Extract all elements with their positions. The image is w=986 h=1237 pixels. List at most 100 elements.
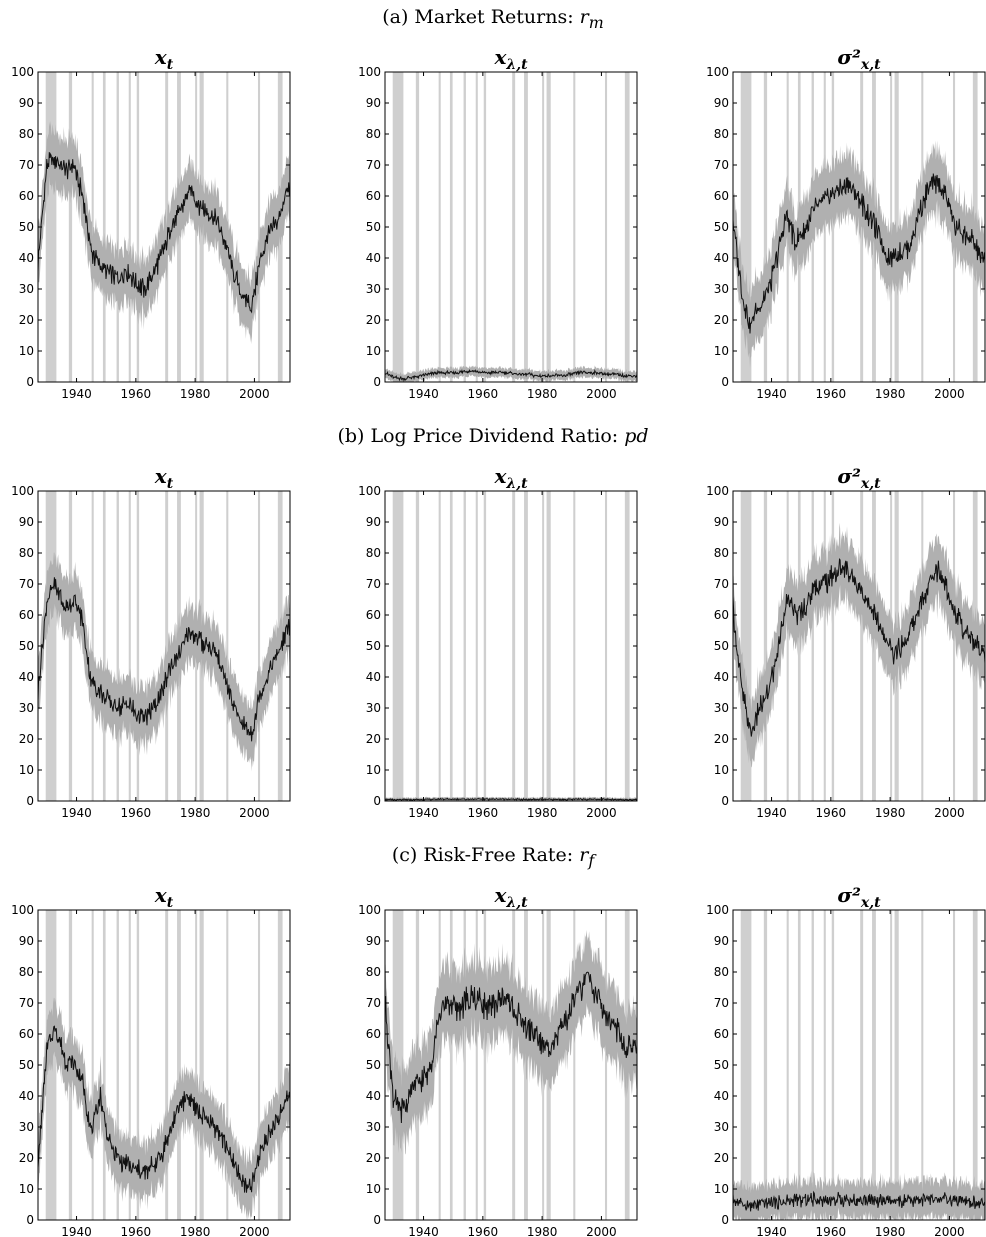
recession-bar bbox=[102, 491, 106, 801]
y-tick-label: 20 bbox=[366, 1151, 381, 1165]
y-tick-label: 0 bbox=[721, 375, 729, 389]
recession-bar bbox=[116, 910, 119, 1220]
confidence-band bbox=[385, 930, 637, 1155]
x-tick-label: 2000 bbox=[239, 1225, 270, 1237]
recession-bar bbox=[512, 491, 516, 801]
x-tick-label: 1980 bbox=[875, 1225, 906, 1237]
y-tick-label: 70 bbox=[19, 577, 34, 591]
recession-bar bbox=[604, 910, 608, 1220]
recession-bar bbox=[831, 910, 835, 1220]
recession-bar bbox=[68, 491, 73, 801]
x-tick-label: 1980 bbox=[527, 387, 558, 401]
y-tick-label: 10 bbox=[714, 763, 729, 777]
series-line bbox=[732, 1190, 986, 1212]
y-tick-label: 60 bbox=[19, 608, 34, 622]
recession-bar bbox=[475, 72, 478, 382]
y-tick-label: 50 bbox=[366, 1058, 381, 1072]
panel-c2: xλ,t 0 10 20 30 40 50 60 70 80 90 100 1940 1960 1980 20… bbox=[358, 883, 638, 1237]
y-tick-label: 80 bbox=[714, 965, 729, 979]
recession-bar bbox=[449, 910, 453, 1220]
recession-bar bbox=[546, 491, 551, 801]
confidence-band bbox=[38, 997, 290, 1220]
y-tick-label: 90 bbox=[714, 934, 729, 948]
recession-bar bbox=[972, 910, 978, 1220]
recession-bar bbox=[102, 910, 106, 1220]
y-tick-label: 20 bbox=[714, 313, 729, 327]
x-tick-label: 1960 bbox=[468, 806, 499, 820]
y-tick-label: 40 bbox=[366, 1089, 381, 1103]
recession-bar bbox=[463, 72, 466, 382]
y-tick-label: 10 bbox=[366, 1182, 381, 1196]
recession-bar bbox=[438, 910, 441, 1220]
recession-bar bbox=[763, 491, 768, 801]
recession-bar bbox=[128, 72, 131, 382]
recession-bar bbox=[786, 910, 789, 1220]
x-tick-label: 1940 bbox=[756, 806, 787, 820]
series-line bbox=[37, 1025, 291, 1193]
recession-bar bbox=[136, 491, 140, 801]
y-tick-label: 100 bbox=[11, 484, 34, 498]
y-tick-label: 30 bbox=[714, 1120, 729, 1134]
confidence-band bbox=[733, 140, 985, 369]
y-tick-label: 30 bbox=[366, 282, 381, 296]
recession-bar bbox=[823, 491, 826, 801]
series-line bbox=[732, 173, 986, 334]
recession-bar bbox=[177, 910, 181, 1220]
y-tick-label: 60 bbox=[714, 608, 729, 622]
y-tick-label: 90 bbox=[19, 515, 34, 529]
recession-bar bbox=[438, 491, 441, 801]
x-tick-label: 1960 bbox=[816, 1225, 847, 1237]
recession-bar bbox=[199, 910, 204, 1220]
recession-bar bbox=[823, 910, 826, 1220]
y-tick-label: 10 bbox=[366, 344, 381, 358]
x-tick-label: 1940 bbox=[408, 387, 439, 401]
recession-bar bbox=[475, 910, 478, 1220]
recession-bar bbox=[512, 72, 516, 382]
confidence-band bbox=[38, 120, 290, 345]
y-tick-label: 60 bbox=[19, 189, 34, 203]
panel-title: σ²x,t bbox=[837, 883, 881, 911]
x-tick-label: 1980 bbox=[180, 1225, 211, 1237]
recession-bar bbox=[449, 491, 453, 801]
recession-bar bbox=[624, 491, 630, 801]
y-tick-label: 70 bbox=[714, 577, 729, 591]
recession-bar bbox=[392, 910, 404, 1220]
confidence-band bbox=[385, 365, 637, 382]
recession-bar bbox=[116, 491, 119, 801]
y-tick-label: 30 bbox=[366, 701, 381, 715]
y-tick-label: 60 bbox=[19, 1027, 34, 1041]
x-tick-label: 1940 bbox=[756, 387, 787, 401]
y-tick-label: 80 bbox=[366, 127, 381, 141]
x-tick-label: 1980 bbox=[180, 806, 211, 820]
y-tick-label: 80 bbox=[19, 127, 34, 141]
y-tick-label: 60 bbox=[714, 189, 729, 203]
x-tick-label: 1980 bbox=[875, 387, 906, 401]
recession-bar bbox=[542, 72, 545, 382]
y-tick-label: 70 bbox=[714, 158, 729, 172]
panel-c1: xt 0 10 20 30 40 50 60 70 80 90 100 1940 1960 1980 2000 bbox=[11, 883, 291, 1237]
panel-title: xt bbox=[154, 45, 174, 73]
recession-bar bbox=[392, 491, 404, 801]
recession-bar bbox=[91, 491, 94, 801]
y-tick-label: 70 bbox=[19, 158, 34, 172]
y-tick-label: 70 bbox=[714, 996, 729, 1010]
y-tick-label: 40 bbox=[714, 251, 729, 265]
x-tick-label: 2000 bbox=[586, 387, 617, 401]
panel-c3: σ²x,t 0 10 20 30 40 50 60 70 80 90 100 1940 1960 1980 2… bbox=[706, 883, 986, 1237]
y-tick-label: 90 bbox=[19, 96, 34, 110]
y-tick-label: 40 bbox=[19, 1089, 34, 1103]
axes-frame bbox=[384, 71, 638, 383]
y-tick-label: 0 bbox=[26, 375, 34, 389]
recession-bar bbox=[128, 910, 131, 1220]
recession-bar bbox=[415, 72, 420, 382]
recession-bar bbox=[860, 910, 864, 1220]
x-tick-label: 1940 bbox=[408, 1225, 439, 1237]
x-tick-label: 2000 bbox=[586, 1225, 617, 1237]
axes-frame bbox=[384, 490, 638, 802]
recession-bar bbox=[68, 72, 73, 382]
y-tick-label: 90 bbox=[366, 934, 381, 948]
recession-bar bbox=[102, 72, 106, 382]
y-tick-label: 10 bbox=[19, 763, 34, 777]
recession-bar bbox=[952, 491, 956, 801]
y-tick-label: 0 bbox=[26, 794, 34, 808]
